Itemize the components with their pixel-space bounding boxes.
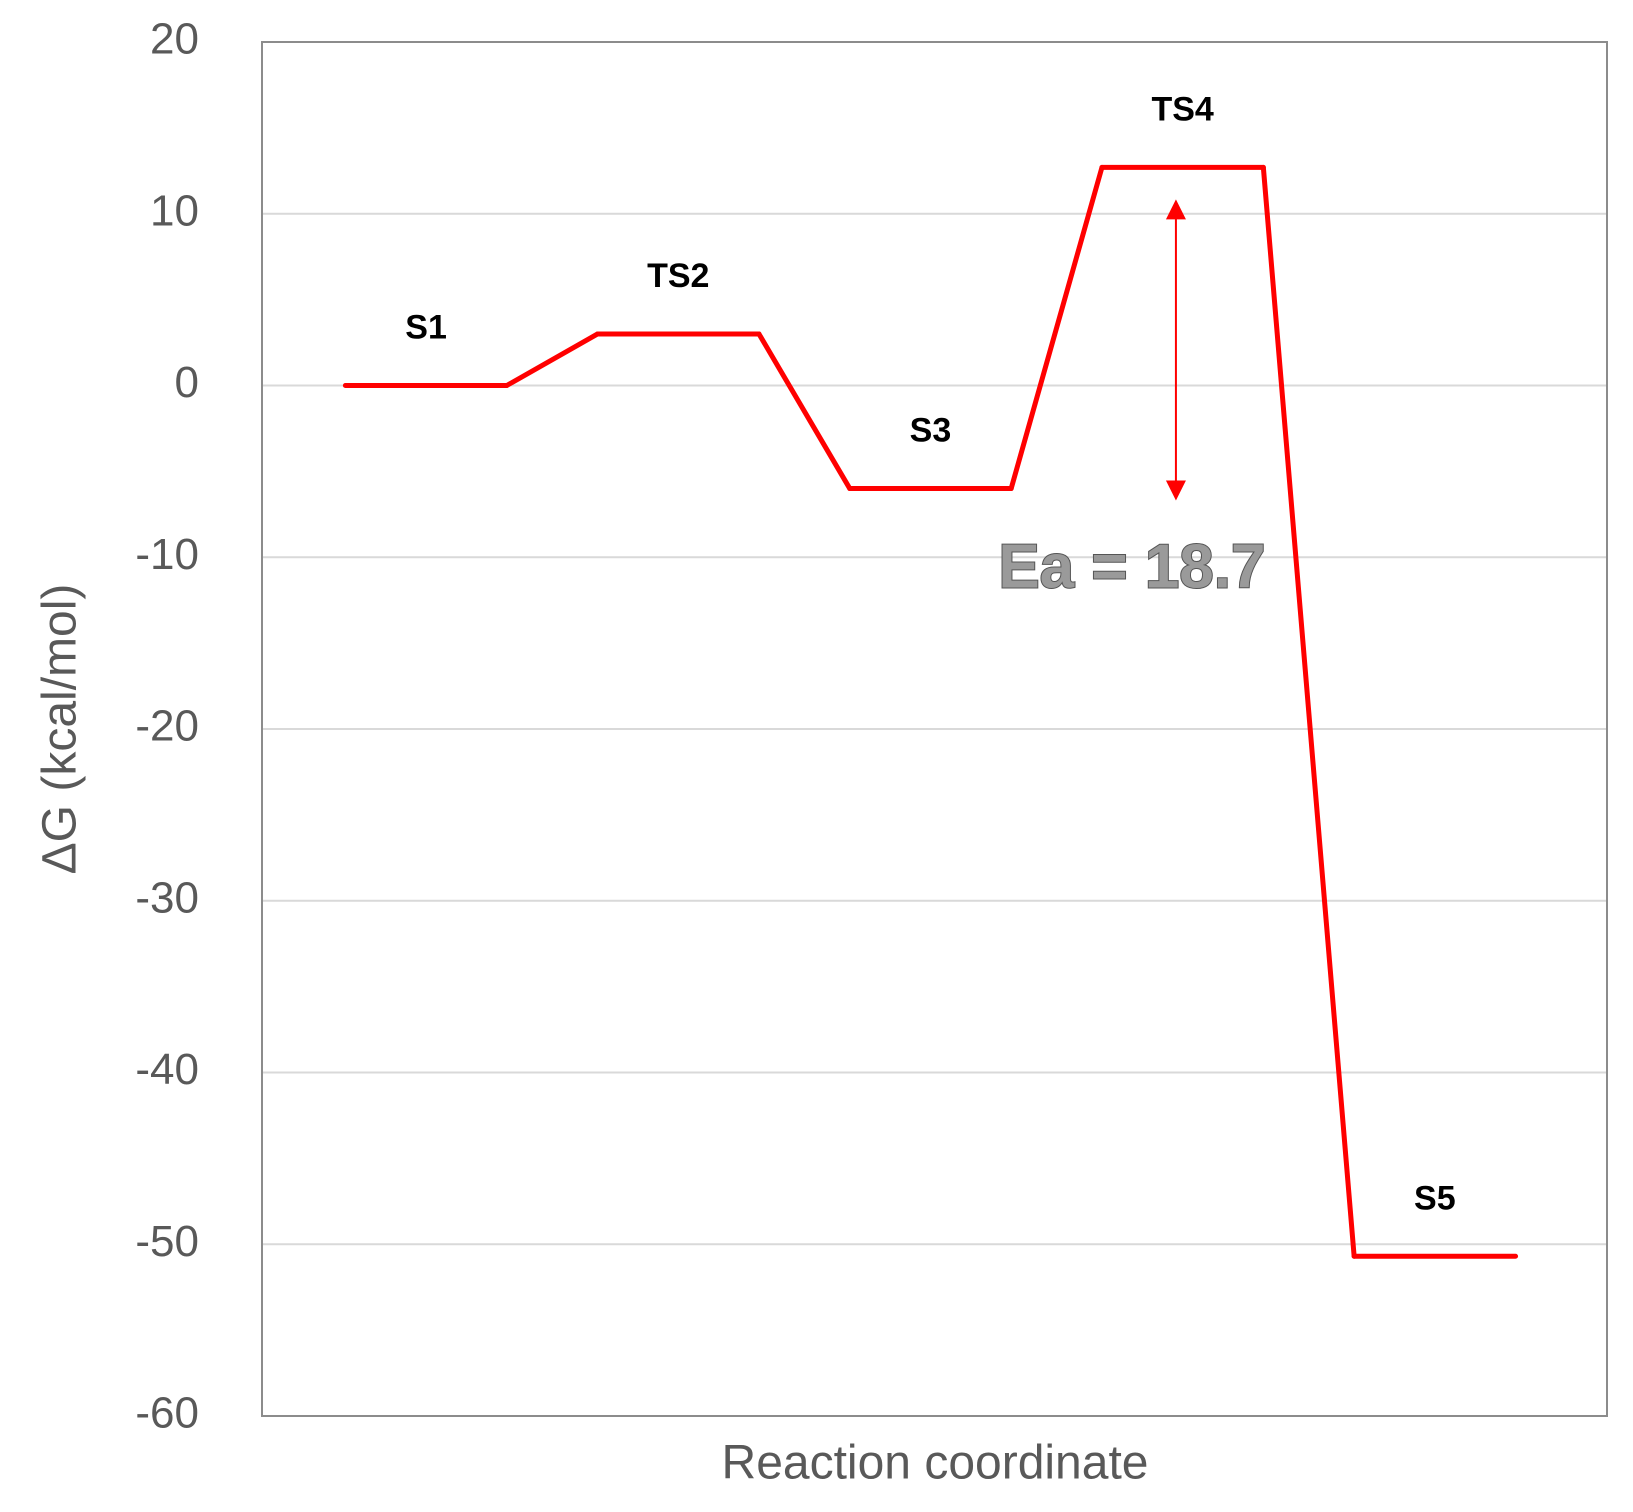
level-label: TS2: [647, 257, 709, 295]
connector: [504, 331, 601, 388]
level-label: S3: [910, 412, 952, 450]
y-tick-label: -20: [135, 702, 199, 751]
y-tick-label: 20: [150, 15, 199, 64]
y-tick-label: 10: [150, 186, 199, 235]
y-tick-label: -40: [135, 1045, 199, 1094]
y-tick-label: -10: [135, 530, 199, 579]
annotation: Ea = 18.7: [998, 532, 1265, 601]
y-tick-label: -50: [135, 1217, 199, 1266]
connector: [1260, 164, 1357, 1259]
x-axis-title: Reaction coordinate: [722, 1437, 1149, 1490]
level-label: S1: [405, 308, 447, 346]
connector: [756, 331, 853, 492]
y-axis-title: ΔG (kcal/mol): [34, 584, 87, 875]
level-label: S5: [1414, 1179, 1456, 1217]
y-tick-label: 0: [175, 358, 199, 407]
connector: [1008, 164, 1105, 492]
arrow-head: [1165, 480, 1186, 501]
arrow-head: [1165, 199, 1186, 220]
y-tick-label: -60: [135, 1389, 199, 1438]
plot-border: [261, 41, 1608, 1417]
level-label: TS4: [1151, 90, 1213, 128]
y-tick-label: -30: [135, 873, 199, 922]
